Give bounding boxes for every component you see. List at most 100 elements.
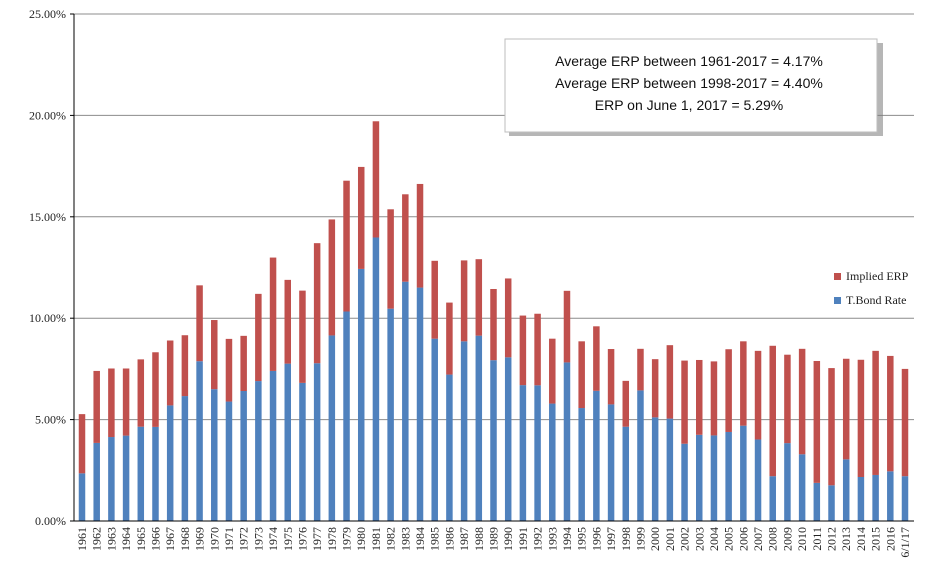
bar-implied-erp-1966 (152, 352, 159, 427)
x-tick-label: 1962 (90, 527, 104, 551)
bar-implied-erp-2008 (769, 345, 776, 477)
bar-tbond-rate-1964 (122, 435, 130, 521)
x-tick-label: 1973 (251, 527, 265, 551)
bar-tbond-rate-1982 (387, 308, 394, 521)
x-tick-label: 2006 (736, 527, 750, 551)
axes (73, 14, 914, 522)
bar-tbond-rate-1992 (534, 385, 541, 521)
x-tick-label: 1976 (295, 527, 309, 551)
bar-implied-erp-1993 (549, 338, 556, 404)
x-tick-label: 1995 (575, 527, 589, 551)
y-tick-label: 20.00% (29, 108, 66, 122)
bar-implied-erp-1980 (357, 166, 365, 269)
bar-implied-erp-1975 (284, 279, 291, 364)
bar-implied-erp-1996 (593, 326, 600, 391)
bar-implied-erp-1988 (475, 259, 483, 336)
x-tick-label: 1998 (619, 527, 633, 551)
bar-tbond-rate-2016 (887, 471, 894, 521)
x-tick-label: 2010 (795, 527, 809, 551)
x-tick-label: 1991 (516, 527, 530, 551)
x-tick-label: 1971 (222, 527, 236, 551)
x-tick-label: 1963 (104, 527, 118, 551)
x-tick-label: 1978 (325, 527, 339, 551)
legend-item-tbond-rate: T.Bond Rate (834, 293, 906, 307)
bar-implied-erp-1976 (299, 290, 306, 383)
bar-implied-erp-2014 (857, 359, 865, 477)
bar-implied-erp-1978 (328, 219, 336, 336)
legend-item-implied-erp: Implied ERP (834, 269, 909, 283)
bar-implied-erp-2006 (740, 341, 747, 426)
x-tick-label: 2007 (751, 527, 765, 551)
bar-tbond-rate-1991 (519, 385, 527, 521)
bar-implied-erp-2005 (725, 349, 732, 432)
bar-tbond-rate-2003 (696, 434, 703, 521)
bar-tbond-rate-1987 (460, 341, 468, 521)
x-tick-label: 1990 (501, 527, 515, 551)
bar-implied-erp-2003 (696, 359, 703, 435)
x-tick-label: 2008 (766, 527, 780, 551)
x-tick-label: 2003 (692, 527, 706, 551)
bar-tbond-rate-1962 (93, 442, 100, 521)
bar-implied-erp-2013 (842, 358, 850, 460)
x-tick-label: 2012 (825, 527, 839, 551)
bar-implied-erp-1990 (504, 278, 512, 358)
annotation-box: Average ERP between 1961-2017 = 4.17% Av… (504, 38, 883, 136)
x-tick-label: 1980 (354, 527, 368, 551)
bar-implied-erp-1983 (402, 194, 409, 282)
bar-implied-erp-1961 (78, 414, 86, 474)
x-tick-label: 2009 (780, 527, 794, 551)
bars (78, 121, 909, 521)
y-tick-label: 25.00% (29, 7, 66, 21)
bar-implied-erp-1999 (637, 348, 644, 391)
bar-implied-erp-1984 (416, 183, 424, 288)
x-tick-label: 1966 (148, 527, 162, 551)
bar-tbond-rate-1966 (152, 426, 159, 521)
bar-tbond-rate-1989 (490, 360, 497, 521)
x-tick-label: 1965 (134, 527, 148, 551)
bar-tbond-rate-2011 (813, 482, 821, 521)
bar-tbond-rate-1977 (313, 363, 321, 521)
x-tick-label: 1989 (487, 527, 501, 551)
bar-implied-erp-1962 (93, 370, 100, 443)
bar-tbond-rate-2002 (681, 443, 688, 521)
bar-tbond-rate-1972 (240, 391, 247, 521)
y-tick-label: 0.00% (35, 514, 66, 528)
x-tick-label: 1994 (560, 527, 574, 551)
bar-implied-erp-1989 (490, 288, 497, 361)
bar-tbond-rate-1978 (328, 335, 336, 521)
x-tick-label: 1993 (545, 527, 559, 551)
x-tick-label: 1969 (193, 527, 207, 551)
x-tick-label: 2016 (883, 527, 897, 551)
bar-implied-erp-1981 (372, 121, 380, 238)
bar-implied-erp-2009 (784, 354, 791, 444)
bar-implied-erp-1985 (431, 260, 438, 339)
x-tick-label: 2004 (707, 527, 721, 551)
bar-implied-erp-1998 (622, 380, 630, 427)
x-tick-label: 1975 (281, 527, 295, 551)
bar-tbond-rate-1969 (196, 361, 203, 521)
bar-tbond-rate-1984 (416, 287, 424, 521)
bar-implied-erp-1997 (607, 349, 615, 405)
bar-tbond-rate-1967 (166, 405, 174, 521)
bar-implied-erp-1974 (269, 257, 277, 371)
legend-swatch-implied-erp (834, 273, 841, 280)
bar-implied-erp-1963 (108, 368, 115, 438)
bar-tbond-rate-1961 (78, 473, 86, 521)
bar-implied-erp-1972 (240, 335, 247, 392)
x-tick-label: 2014 (854, 527, 868, 551)
bar-tbond-rate-1983 (402, 281, 409, 521)
x-tick-label: 1986 (442, 527, 456, 551)
bar-tbond-rate-1988 (475, 335, 483, 521)
bar-implied-erp-1964 (122, 368, 130, 436)
x-tick-label: 1988 (472, 527, 486, 551)
bar-implied-erp-6-1-17 (901, 368, 909, 477)
x-tick-label: 1997 (604, 527, 618, 551)
x-tick-label: 1970 (207, 527, 221, 551)
bar-implied-erp-2007 (754, 350, 762, 440)
bar-tbond-rate-1995 (578, 408, 585, 521)
x-tick-label: 1999 (633, 527, 647, 551)
bar-tbond-rate-1980 (357, 268, 365, 521)
bar-implied-erp-1986 (446, 302, 453, 375)
bar-implied-erp-1994 (563, 290, 571, 363)
bar-tbond-rate-2015 (872, 474, 879, 521)
